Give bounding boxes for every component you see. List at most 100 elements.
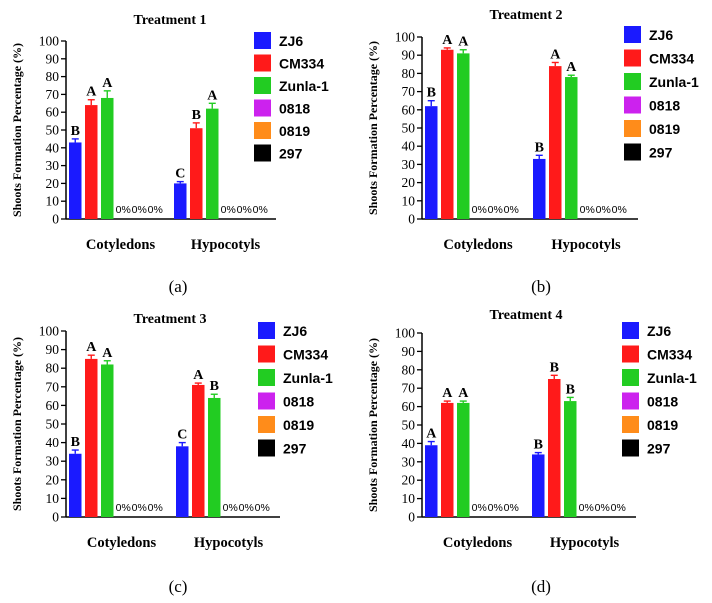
y-tick-label: 40: [402, 436, 416, 451]
legend-label: 0819: [649, 121, 680, 137]
bar: [69, 142, 82, 219]
legend-label: CM334: [647, 347, 692, 363]
legend-swatch: [624, 143, 641, 161]
y-tick-label: 100: [39, 324, 60, 339]
y-tick-label: 70: [46, 379, 60, 394]
bar: [548, 379, 561, 517]
legend-swatch: [258, 369, 275, 386]
legend-swatch: [622, 439, 639, 457]
significance-letter: A: [207, 88, 218, 103]
legend-label: Zunla-1: [279, 78, 329, 94]
bar: [101, 364, 114, 517]
x-category-label: Hypocotyls: [550, 535, 620, 551]
zero-value-label: 0%: [132, 502, 147, 514]
significance-letter: C: [175, 167, 185, 182]
y-tick-label: 50: [46, 417, 60, 432]
bar: [425, 445, 438, 517]
bar: [208, 397, 221, 517]
legend-label: 297: [283, 441, 307, 457]
y-tick-label: 80: [402, 362, 416, 377]
significance-letter: B: [71, 124, 80, 139]
legend-label: CM334: [649, 51, 694, 67]
legend-label: Zunla-1: [649, 74, 699, 90]
legend-swatch: [624, 73, 641, 90]
y-tick-label: 70: [402, 381, 416, 396]
panel-label: (d): [531, 577, 551, 596]
y-tick-label: 50: [402, 121, 416, 136]
legend-label: 297: [649, 145, 673, 161]
legend-label: Zunla-1: [283, 370, 333, 386]
y-tick-label: 10: [46, 491, 60, 506]
legend-swatch: [622, 416, 639, 433]
y-tick-label: 30: [46, 454, 60, 469]
zero-value-label: 0%: [596, 204, 611, 216]
chart-panel-3: Treatment 3 Shoots Formation Percentage (…: [10, 312, 333, 596]
significance-letter: B: [71, 435, 80, 450]
y-tick-label: 10: [402, 491, 416, 506]
legend-swatch: [254, 32, 271, 49]
legend-swatch: [254, 54, 271, 72]
y-axis-label: Shoots Formation Percentage (%): [10, 43, 24, 217]
y-tick-label: 20: [402, 175, 416, 190]
zero-value-label: 0%: [223, 502, 238, 514]
y-tick-label: 60: [46, 105, 60, 120]
y-tick-label: 10: [402, 193, 416, 208]
legend-label: 0818: [647, 394, 678, 410]
bar: [441, 49, 454, 219]
legend-swatch: [258, 345, 275, 363]
y-tick-label: 60: [46, 398, 60, 413]
y-tick-label: 80: [46, 69, 60, 84]
legend-swatch: [258, 322, 275, 339]
y-tick-label: 0: [52, 212, 59, 227]
y-tick-label: 40: [46, 435, 60, 450]
significance-letter: A: [442, 33, 453, 48]
zero-value-label: 0%: [237, 204, 252, 216]
legend-label: 297: [647, 441, 671, 457]
significance-letter: A: [426, 427, 437, 442]
x-category-label: Cotyledons: [443, 237, 513, 253]
zero-value-label: 0%: [611, 502, 626, 514]
significance-letter: A: [86, 340, 97, 355]
legend-swatch: [624, 120, 641, 137]
bar: [69, 453, 82, 517]
bar: [457, 402, 470, 517]
y-tick-label: 80: [46, 361, 60, 376]
y-tick-label: 100: [395, 326, 416, 341]
bar: [565, 77, 578, 219]
y-tick-label: 50: [402, 418, 416, 433]
zero-value-label: 0%: [504, 502, 519, 514]
y-tick-label: 70: [402, 84, 416, 99]
significance-letter: A: [550, 47, 561, 62]
zero-value-label: 0%: [116, 502, 131, 514]
bar: [532, 454, 545, 517]
legend-swatch: [254, 99, 271, 117]
significance-letter: A: [102, 76, 113, 91]
zero-value-label: 0%: [221, 204, 236, 216]
legend-swatch: [622, 322, 639, 339]
chart-title: Treatment 2: [490, 8, 563, 23]
legend-swatch: [254, 77, 271, 94]
legend-swatch: [622, 392, 639, 410]
y-tick-label: 90: [402, 48, 416, 63]
y-tick-label: 60: [402, 399, 416, 414]
y-tick-label: 0: [408, 510, 415, 525]
bar: [176, 446, 189, 517]
y-tick-label: 70: [46, 87, 60, 102]
legend-swatch: [258, 392, 275, 410]
bar: [101, 97, 114, 219]
zero-value-label: 0%: [580, 204, 595, 216]
significance-letter: B: [210, 379, 219, 394]
legend-swatch: [622, 369, 639, 386]
y-tick-label: 30: [402, 157, 416, 172]
significance-letter: C: [177, 428, 187, 443]
y-tick-label: 90: [402, 344, 416, 359]
significance-letter: A: [458, 35, 469, 50]
y-tick-label: 90: [46, 51, 60, 66]
legend-label: 0818: [649, 98, 680, 114]
bar: [457, 53, 470, 219]
y-tick-label: 100: [395, 30, 416, 45]
significance-letter: A: [102, 346, 113, 361]
y-axis-label: Shoots Formation Percentage (%): [10, 337, 24, 511]
y-tick-label: 80: [402, 66, 416, 81]
x-category-label: Hypocotyls: [551, 237, 621, 253]
